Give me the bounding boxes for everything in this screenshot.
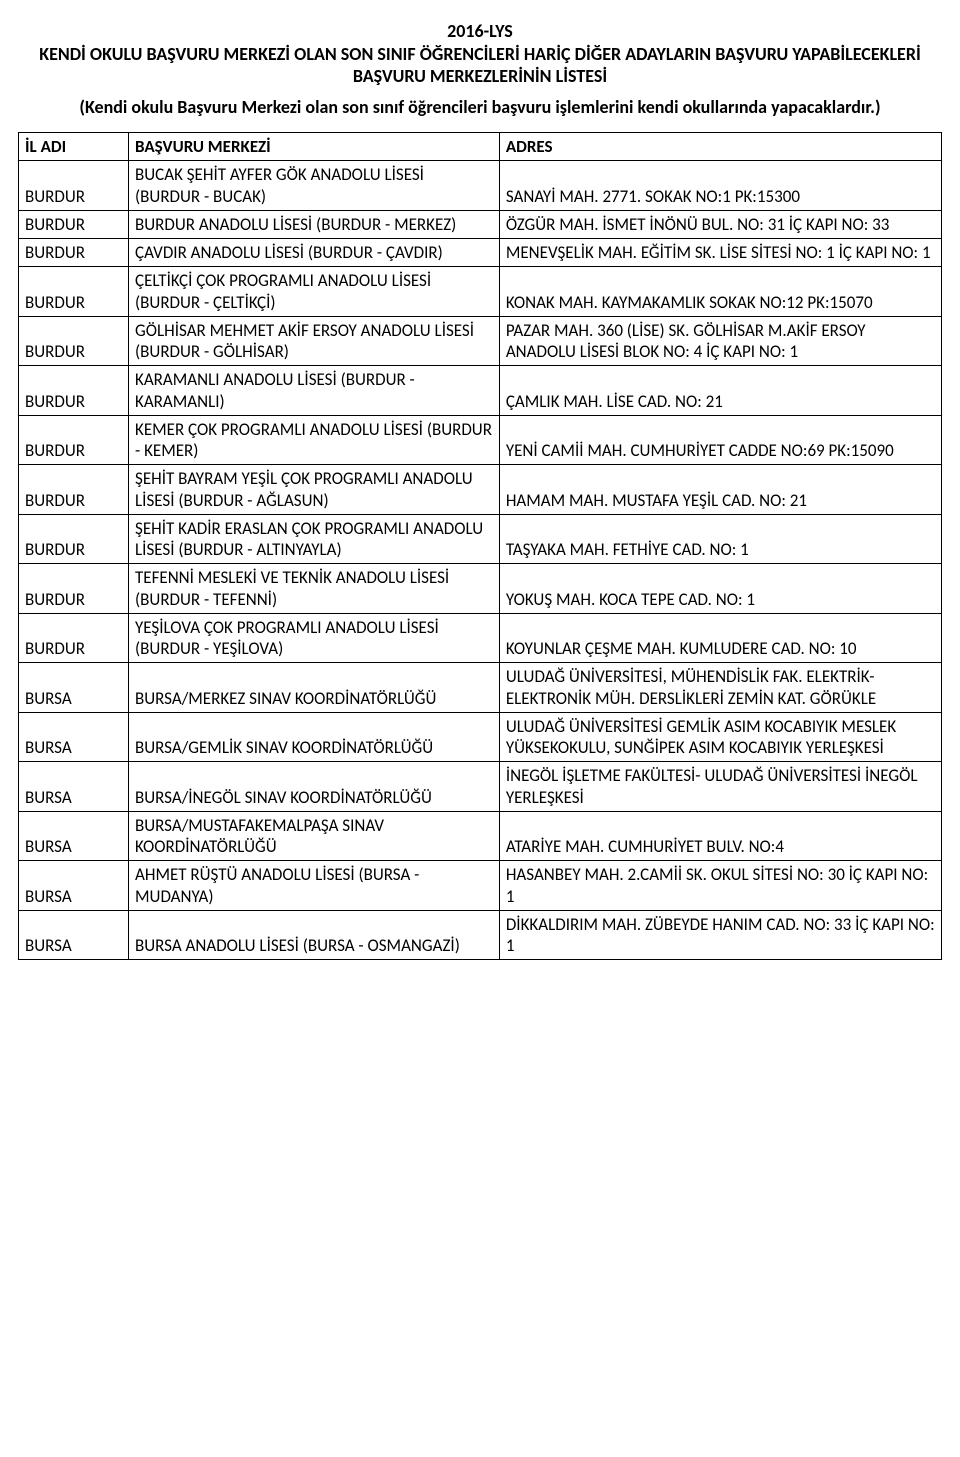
cell-il: BURDUR <box>19 267 129 317</box>
table-row: BURDURÇELTİKÇİ ÇOK PROGRAMLI ANADOLU LİS… <box>19 267 942 317</box>
cell-il: BURSA <box>19 811 129 861</box>
cell-il: BURSA <box>19 762 129 812</box>
col-header-il: İL ADI <box>19 133 129 161</box>
cell-adres: SANAYİ MAH. 2771. SOKAK NO:1 PK:15300 <box>499 161 941 211</box>
table-row: BURDURBURDUR ANADOLU LİSESİ (BURDUR - ME… <box>19 210 942 238</box>
table-row: BURDURTEFENNİ MESLEKİ VE TEKNİK ANADOLU … <box>19 564 942 614</box>
cell-il: BURDUR <box>19 161 129 211</box>
cell-il: BURSA <box>19 663 129 713</box>
table-header-row: İL ADI BAŞVURU MERKEZİ ADRES <box>19 133 942 161</box>
cell-il: BURDUR <box>19 564 129 614</box>
cell-adres: İNEGÖL İŞLETME FAKÜLTESİ- ULUDAĞ ÜNİVERS… <box>499 762 941 812</box>
cell-merkez: AHMET RÜŞTÜ ANADOLU LİSESİ (BURSA - MUDA… <box>129 861 500 911</box>
cell-merkez: ÇAVDIR ANADOLU LİSESİ (BURDUR - ÇAVDIR) <box>129 239 500 267</box>
cell-merkez: BURDUR ANADOLU LİSESİ (BURDUR - MERKEZ) <box>129 210 500 238</box>
cell-merkez: BUCAK ŞEHİT AYFER GÖK ANADOLU LİSESİ (BU… <box>129 161 500 211</box>
cell-adres: KOYUNLAR ÇEŞME MAH. KUMLUDERE CAD. NO: 1… <box>499 613 941 663</box>
cell-merkez: BURSA ANADOLU LİSESİ (BURSA - OSMANGAZİ) <box>129 910 500 960</box>
table-row: BURSABURSA/MERKEZ SINAV KOORDİNATÖRLÜĞÜU… <box>19 663 942 713</box>
cell-merkez: BURSA/İNEGÖL SINAV KOORDİNATÖRLÜĞÜ <box>129 762 500 812</box>
table-row: BURDURKEMER ÇOK PROGRAMLI ANADOLU LİSESİ… <box>19 415 942 465</box>
cell-merkez: ŞEHİT BAYRAM YEŞİL ÇOK PROGRAMLI ANADOLU… <box>129 465 500 515</box>
table-row: BURDURŞEHİT KADİR ERASLAN ÇOK PROGRAMLI … <box>19 514 942 564</box>
cell-merkez: BURSA/MERKEZ SINAV KOORDİNATÖRLÜĞÜ <box>129 663 500 713</box>
cell-adres: HASANBEY MAH. 2.CAMİİ SK. OKUL SİTESİ NO… <box>499 861 941 911</box>
cell-adres: TAŞYAKA MAH. FETHİYE CAD. NO: 1 <box>499 514 941 564</box>
page-subtitle: (Kendi okulu Başvuru Merkezi olan son sı… <box>18 96 942 119</box>
col-header-adres: ADRES <box>499 133 941 161</box>
table-row: BURDURGÖLHİSAR MEHMET AKİF ERSOY ANADOLU… <box>19 316 942 366</box>
cell-adres: DİKKALDIRIM MAH. ZÜBEYDE HANIM CAD. NO: … <box>499 910 941 960</box>
cell-il: BURSA <box>19 712 129 762</box>
cell-adres: HAMAM MAH. MUSTAFA YEŞİL CAD. NO: 21 <box>499 465 941 515</box>
cell-il: BURDUR <box>19 316 129 366</box>
cell-adres: PAZAR MAH. 360 (LİSE) SK. GÖLHİSAR M.AKİ… <box>499 316 941 366</box>
cell-il: BURDUR <box>19 415 129 465</box>
cell-il: BURSA <box>19 861 129 911</box>
cell-il: BURDUR <box>19 514 129 564</box>
cell-adres: ÖZGÜR MAH. İSMET İNÖNÜ BUL. NO: 31 İÇ KA… <box>499 210 941 238</box>
cell-adres: ULUDAĞ ÜNİVERSİTESİ, MÜHENDİSLİK FAK. EL… <box>499 663 941 713</box>
centers-table: İL ADI BAŞVURU MERKEZİ ADRES BURDURBUCAK… <box>18 132 942 960</box>
cell-il: BURSA <box>19 910 129 960</box>
cell-merkez: ŞEHİT KADİR ERASLAN ÇOK PROGRAMLI ANADOL… <box>129 514 500 564</box>
table-row: BURDURŞEHİT BAYRAM YEŞİL ÇOK PROGRAMLI A… <box>19 465 942 515</box>
cell-adres: ÇAMLIK MAH. LİSE CAD. NO: 21 <box>499 366 941 416</box>
title-line-1: 2016-LYS <box>18 20 942 43</box>
document-page: 2016-LYS KENDİ OKULU BAŞVURU MERKEZİ OLA… <box>0 0 960 990</box>
table-row: BURDURYEŞİLOVA ÇOK PROGRAMLI ANADOLU LİS… <box>19 613 942 663</box>
cell-merkez: GÖLHİSAR MEHMET AKİF ERSOY ANADOLU LİSES… <box>129 316 500 366</box>
cell-il: BURDUR <box>19 613 129 663</box>
cell-il: BURDUR <box>19 366 129 416</box>
col-header-merkez: BAŞVURU MERKEZİ <box>129 133 500 161</box>
cell-adres: YENİ CAMİİ MAH. CUMHURİYET CADDE NO:69 P… <box>499 415 941 465</box>
cell-merkez: KARAMANLI ANADOLU LİSESİ (BURDUR - KARAM… <box>129 366 500 416</box>
cell-adres: ULUDAĞ ÜNİVERSİTESİ GEMLİK ASIM KOCABIYI… <box>499 712 941 762</box>
cell-il: BURDUR <box>19 239 129 267</box>
cell-adres: KONAK MAH. KAYMAKAMLIK SOKAK NO:12 PK:15… <box>499 267 941 317</box>
cell-adres: YOKUŞ MAH. KOCA TEPE CAD. NO: 1 <box>499 564 941 614</box>
cell-merkez: KEMER ÇOK PROGRAMLI ANADOLU LİSESİ (BURD… <box>129 415 500 465</box>
table-row: BURDURKARAMANLI ANADOLU LİSESİ (BURDUR -… <box>19 366 942 416</box>
table-row: BURSABURSA ANADOLU LİSESİ (BURSA - OSMAN… <box>19 910 942 960</box>
table-row: BURSAAHMET RÜŞTÜ ANADOLU LİSESİ (BURSA -… <box>19 861 942 911</box>
table-row: BURSABURSA/MUSTAFAKEMALPAŞA SINAV KOORDİ… <box>19 811 942 861</box>
table-row: BURSABURSA/İNEGÖL SINAV KOORDİNATÖRLÜĞÜİ… <box>19 762 942 812</box>
table-row: BURDURBUCAK ŞEHİT AYFER GÖK ANADOLU LİSE… <box>19 161 942 211</box>
cell-merkez: TEFENNİ MESLEKİ VE TEKNİK ANADOLU LİSESİ… <box>129 564 500 614</box>
cell-il: BURDUR <box>19 465 129 515</box>
page-title: 2016-LYS KENDİ OKULU BAŞVURU MERKEZİ OLA… <box>18 20 942 88</box>
cell-merkez: BURSA/GEMLİK SINAV KOORDİNATÖRLÜĞÜ <box>129 712 500 762</box>
table-row: BURSABURSA/GEMLİK SINAV KOORDİNATÖRLÜĞÜU… <box>19 712 942 762</box>
cell-merkez: YEŞİLOVA ÇOK PROGRAMLI ANADOLU LİSESİ (B… <box>129 613 500 663</box>
cell-merkez: ÇELTİKÇİ ÇOK PROGRAMLI ANADOLU LİSESİ (B… <box>129 267 500 317</box>
table-row: BURDURÇAVDIR ANADOLU LİSESİ (BURDUR - ÇA… <box>19 239 942 267</box>
title-line-2: KENDİ OKULU BAŞVURU MERKEZİ OLAN SON SIN… <box>18 43 942 88</box>
cell-adres: MENEVŞELİK MAH. EĞİTİM SK. LİSE SİTESİ N… <box>499 239 941 267</box>
cell-adres: ATARİYE MAH. CUMHURİYET BULV. NO:4 <box>499 811 941 861</box>
cell-merkez: BURSA/MUSTAFAKEMALPAŞA SINAV KOORDİNATÖR… <box>129 811 500 861</box>
cell-il: BURDUR <box>19 210 129 238</box>
